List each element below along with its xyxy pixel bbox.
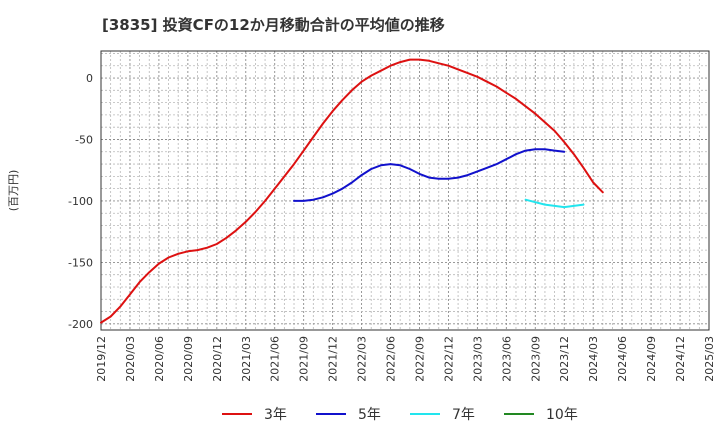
- x-tick-label: 2022/09: [413, 336, 426, 382]
- x-tick-label: 2020/09: [182, 336, 195, 382]
- series-line-2: [293, 148, 566, 202]
- y-tick-label: -50: [75, 133, 93, 146]
- legend-label-2: 5年: [358, 407, 381, 423]
- legend-label-3: 7年: [452, 407, 475, 423]
- y-tick-label: -200: [68, 318, 93, 331]
- y-tick-label: -150: [68, 256, 93, 269]
- x-tick-label: 2022/06: [385, 336, 398, 382]
- chart-title: [3835] 投資CFの12か月移動合計の平均値の推移: [102, 16, 445, 34]
- plot-area: [101, 51, 709, 330]
- x-tick-label: 2023/06: [500, 336, 513, 382]
- x-tick-label: 2023/03: [471, 336, 484, 382]
- x-tick-label: 2019/12: [95, 336, 108, 382]
- x-tick-label: 2023/09: [529, 336, 542, 382]
- series-line-1: [100, 58, 604, 324]
- x-tick-label: 2024/06: [616, 336, 629, 382]
- y-axis-label: (百万円): [7, 170, 20, 212]
- series-line-3: [524, 198, 585, 209]
- x-tick-label: 2021/12: [327, 336, 340, 382]
- x-tick-label: 2022/12: [442, 336, 455, 382]
- x-tick-label: 2024/12: [674, 336, 687, 382]
- x-tick-label: 2023/12: [558, 336, 571, 382]
- legend-label-1: 3年: [264, 407, 287, 423]
- x-tick-label: 2020/06: [153, 336, 166, 382]
- y-tick-label: 0: [86, 72, 93, 85]
- y-tick-label: -100: [68, 195, 93, 208]
- x-tick-label: 2021/06: [269, 336, 282, 382]
- x-tick-label: 2021/09: [298, 336, 311, 382]
- legend-label-4: 10年: [546, 407, 578, 423]
- x-tick-label: 2025/03: [703, 336, 716, 382]
- x-tick-label: 2022/03: [356, 336, 369, 382]
- plot-frame: [100, 50, 710, 331]
- x-tick-label: 2020/12: [211, 336, 224, 382]
- x-tick-label: 2020/03: [124, 336, 137, 382]
- x-tick-label: 2024/09: [645, 336, 658, 382]
- x-tick-label: 2024/03: [587, 336, 600, 382]
- x-tick-label: 2021/03: [240, 336, 253, 382]
